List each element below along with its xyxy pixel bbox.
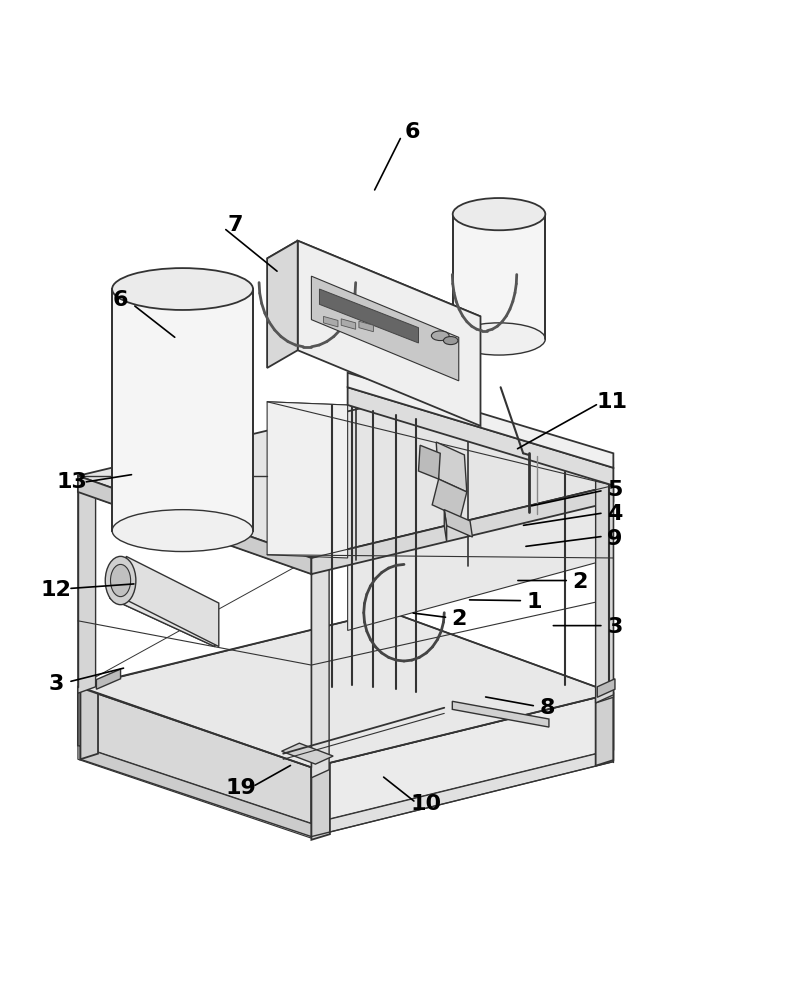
Text: 5: 5 xyxy=(608,480,623,500)
Polygon shape xyxy=(452,701,549,727)
Text: 12: 12 xyxy=(40,580,72,600)
Polygon shape xyxy=(347,486,613,630)
Polygon shape xyxy=(80,681,98,759)
Polygon shape xyxy=(78,402,613,558)
Text: 3: 3 xyxy=(48,674,64,694)
Ellipse shape xyxy=(111,564,131,597)
Ellipse shape xyxy=(444,337,458,345)
Polygon shape xyxy=(444,510,473,537)
Ellipse shape xyxy=(112,268,253,310)
Ellipse shape xyxy=(452,323,545,355)
Text: 19: 19 xyxy=(226,778,257,798)
Text: 8: 8 xyxy=(540,698,555,718)
Ellipse shape xyxy=(452,198,545,230)
Text: 4: 4 xyxy=(608,504,623,524)
Polygon shape xyxy=(112,289,253,531)
Polygon shape xyxy=(595,494,613,703)
Polygon shape xyxy=(78,746,311,838)
Polygon shape xyxy=(319,289,419,343)
Polygon shape xyxy=(311,566,329,778)
Text: 9: 9 xyxy=(608,529,623,549)
Polygon shape xyxy=(78,611,613,767)
Polygon shape xyxy=(282,743,333,764)
Polygon shape xyxy=(267,241,297,368)
Text: 10: 10 xyxy=(411,794,442,814)
Text: 6: 6 xyxy=(113,290,128,310)
Text: 1: 1 xyxy=(527,592,542,612)
Polygon shape xyxy=(297,241,481,426)
Polygon shape xyxy=(595,461,613,703)
Text: 2: 2 xyxy=(451,609,466,629)
Text: 2: 2 xyxy=(572,572,587,592)
Polygon shape xyxy=(311,693,613,824)
Polygon shape xyxy=(267,402,613,486)
Text: 6: 6 xyxy=(404,122,420,142)
Text: 13: 13 xyxy=(56,472,87,492)
Polygon shape xyxy=(110,566,215,647)
Polygon shape xyxy=(311,486,613,574)
Text: 7: 7 xyxy=(227,215,242,235)
Polygon shape xyxy=(311,276,459,381)
Polygon shape xyxy=(78,484,95,693)
Polygon shape xyxy=(323,316,338,327)
Polygon shape xyxy=(78,687,311,824)
Polygon shape xyxy=(110,579,215,647)
Polygon shape xyxy=(359,321,373,332)
Text: 3: 3 xyxy=(608,617,623,637)
Polygon shape xyxy=(347,373,613,468)
Polygon shape xyxy=(126,556,219,647)
Ellipse shape xyxy=(112,510,253,552)
Polygon shape xyxy=(96,669,120,689)
Polygon shape xyxy=(436,442,467,492)
Polygon shape xyxy=(432,479,467,518)
Polygon shape xyxy=(341,319,356,329)
Polygon shape xyxy=(595,688,613,766)
Polygon shape xyxy=(372,609,389,687)
Polygon shape xyxy=(311,750,613,837)
Polygon shape xyxy=(419,445,440,479)
Text: 11: 11 xyxy=(596,392,627,412)
Ellipse shape xyxy=(105,556,136,605)
Polygon shape xyxy=(597,679,615,697)
Polygon shape xyxy=(370,410,388,622)
Ellipse shape xyxy=(431,331,449,341)
Polygon shape xyxy=(78,476,311,574)
Polygon shape xyxy=(452,214,545,339)
Polygon shape xyxy=(444,510,447,542)
Polygon shape xyxy=(311,762,330,840)
Polygon shape xyxy=(347,387,613,486)
Polygon shape xyxy=(267,402,347,558)
Polygon shape xyxy=(267,241,481,334)
